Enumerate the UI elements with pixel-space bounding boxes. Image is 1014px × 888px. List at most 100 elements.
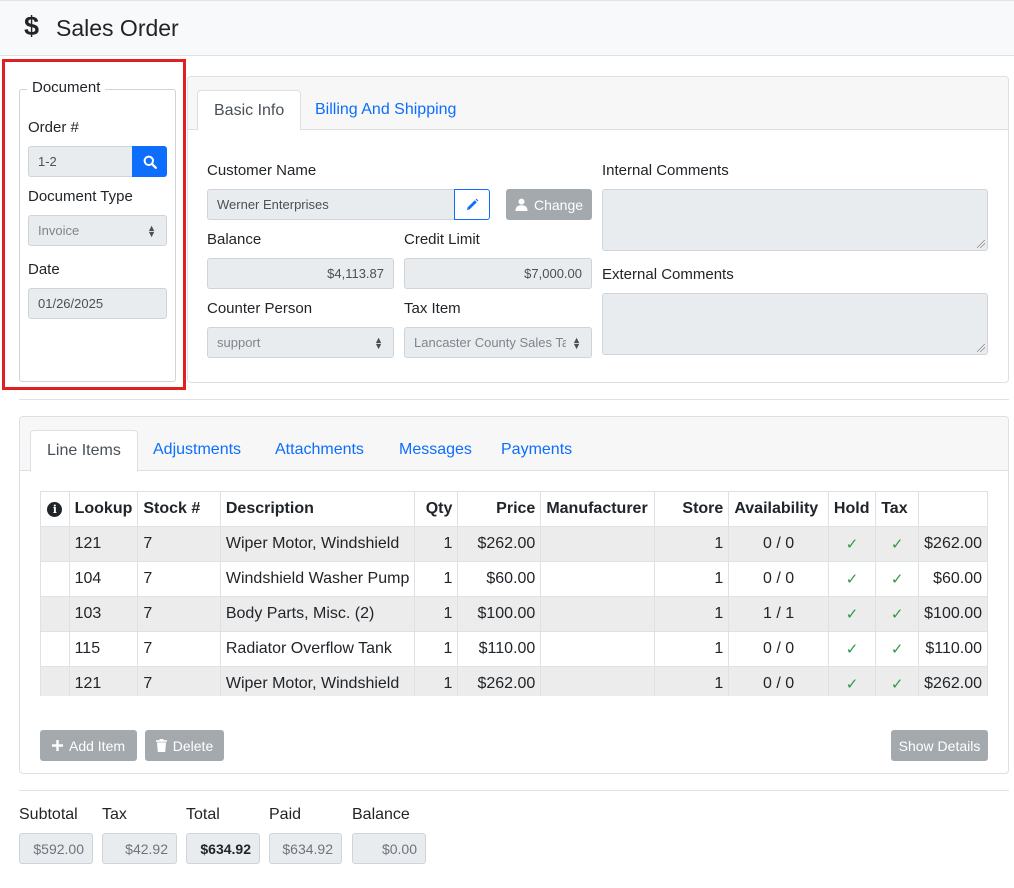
cell-hold: ✓: [827, 561, 877, 597]
table-row[interactable]: 121 7 Wiper Motor, Windshield 1 $262.00 1 0 / …: [40, 666, 988, 696]
credit-limit-field: $7,000.00: [404, 258, 592, 289]
cell-tax: ✓: [875, 596, 920, 632]
date-label: Date: [28, 261, 60, 278]
paid-field: $634.92: [269, 833, 342, 864]
column-header-qty[interactable]: Qty: [414, 491, 459, 527]
balance-total-value: $0.00: [381, 840, 417, 857]
column-header-extended[interactable]: [918, 491, 988, 527]
external-comments-textarea[interactable]: [602, 293, 988, 355]
document-type-select[interactable]: Invoice ▲ ▼: [28, 215, 167, 246]
column-header-hold[interactable]: Hold: [827, 491, 877, 527]
document-type-value: Invoice: [38, 223, 80, 238]
customer-name-label: Customer Name: [207, 162, 317, 179]
cell-availability: 0 / 0: [728, 631, 829, 667]
cell-extended: $60.00: [918, 561, 988, 597]
cell-qty: 1: [414, 561, 459, 597]
page-title: Sales Order: [56, 15, 179, 41]
check-icon: ✓: [890, 570, 904, 588]
cell-store: 1: [653, 526, 730, 562]
info-column-header: i: [40, 491, 70, 527]
cell-extended: $262.00: [918, 666, 988, 696]
search-icon: [143, 155, 157, 169]
cell-qty: 1: [414, 666, 459, 696]
total-value: $634.92: [200, 840, 251, 857]
cell-lookup: 103: [68, 596, 139, 632]
cell-availability: 0 / 0: [728, 666, 829, 696]
tab-billing-and-shipping[interactable]: Billing And Shipping: [315, 101, 457, 118]
check-icon: ✓: [845, 640, 859, 658]
subtotal-label: Subtotal: [19, 806, 78, 823]
column-header-tax[interactable]: Tax: [875, 491, 920, 527]
table-row[interactable]: 121 7 Wiper Motor, Windshield 1 $262.00 1 0 / …: [40, 526, 988, 562]
cell-manufacturer: [540, 666, 655, 696]
internal-comments-textarea[interactable]: [602, 189, 988, 251]
column-header-store[interactable]: Store: [653, 491, 730, 527]
select-arrows-icon: ▲ ▼: [572, 334, 581, 351]
paid-value: $634.92: [282, 840, 333, 857]
cell-extended: $110.00: [918, 631, 988, 667]
edit-customer-button[interactable]: [454, 189, 490, 220]
customer-name-input[interactable]: Werner Enterprises: [207, 189, 456, 220]
cell-store: 1: [653, 596, 730, 632]
table-row[interactable]: 104 7 Windshield Washer Pump 1 $60.00 1 0 / 0 ✓…: [40, 561, 988, 597]
cell-price: $262.00: [457, 666, 542, 696]
cell-lookup: 115: [68, 631, 139, 667]
add-item-label: Add Item: [68, 737, 126, 754]
cell-description: Windshield Washer Pump: [219, 561, 416, 597]
subtotal-field: $592.00: [19, 833, 93, 864]
column-header-price[interactable]: Price: [457, 491, 542, 527]
cell-description: Wiper Motor, Windshield: [219, 666, 416, 696]
tab-basic-info[interactable]: Basic Info: [197, 90, 302, 131]
order-input[interactable]: 1-2: [28, 146, 134, 177]
document-type-label: Document Type: [28, 188, 133, 205]
cell-availability: 0 / 0: [728, 526, 829, 562]
cell-availability: 1 / 1: [728, 596, 829, 632]
column-header-description[interactable]: Description: [219, 491, 416, 527]
add-item-button[interactable]: Add Item: [40, 730, 137, 761]
plus-icon: [51, 740, 63, 751]
credit-limit-value: $7,000.00: [524, 266, 582, 281]
tab-adjustments[interactable]: Adjustments: [153, 441, 242, 458]
cell-availability: 0 / 0: [728, 561, 829, 597]
info-icon: i: [47, 502, 63, 517]
tax-item-select[interactable]: Lancaster County Sales Tax ▲ ▼: [404, 327, 592, 358]
cell-lookup: 121: [68, 666, 139, 696]
column-header-manufacturer[interactable]: Manufacturer: [540, 491, 655, 527]
cell-hold: ✓: [827, 631, 877, 667]
resize-handle-icon[interactable]: [977, 344, 985, 352]
select-arrows-icon: ▲ ▼: [147, 222, 156, 239]
select-arrows-icon: ▲ ▼: [374, 334, 383, 351]
check-icon: ✓: [890, 535, 904, 553]
column-header-lookup[interactable]: Lookup: [68, 491, 139, 527]
column-header-stock[interactable]: Stock #: [137, 491, 221, 527]
counter-person-value: support: [217, 335, 261, 350]
change-customer-button[interactable]: Change: [506, 189, 592, 220]
cell-extended: $100.00: [918, 596, 988, 632]
table-row[interactable]: 103 7 Body Parts, Misc. (2) 1 $100.00 1 1 / 1 ✓…: [40, 596, 988, 632]
tab-line-items[interactable]: Line Items: [30, 430, 138, 472]
resize-handle-icon[interactable]: [977, 240, 985, 248]
table-header-row: i Lookup Stock # Description Qty Price M…: [40, 491, 988, 527]
order-search-button[interactable]: [132, 146, 167, 177]
paid-label: Paid: [269, 806, 302, 823]
column-header-availability[interactable]: Availability: [728, 491, 829, 527]
cell-tax: ✓: [875, 526, 920, 562]
balance-value: $4,113.87: [327, 266, 384, 281]
row-info-cell: [40, 596, 70, 632]
tax-item-label: Tax Item: [404, 300, 461, 317]
cell-price: $60.00: [457, 561, 542, 597]
tab-payments[interactable]: Payments: [501, 441, 573, 458]
table-row[interactable]: 115 7 Radiator Overflow Tank 1 $110.00 1 0 / 0…: [40, 631, 988, 667]
cell-store: 1: [653, 631, 730, 667]
change-button-label: Change: [533, 196, 584, 213]
section-divider: [19, 399, 1009, 400]
totals-divider: [19, 790, 1009, 791]
tab-attachments[interactable]: Attachments: [275, 441, 364, 458]
counter-person-select[interactable]: support ▲ ▼: [207, 327, 394, 358]
delete-button[interactable]: Delete: [145, 730, 224, 761]
delete-label: Delete: [172, 737, 214, 754]
date-input[interactable]: 01/26/2025: [28, 288, 167, 319]
tab-messages[interactable]: Messages: [399, 441, 472, 458]
show-details-button[interactable]: Show Details: [891, 730, 988, 761]
show-details-label: Show Details: [898, 737, 981, 754]
